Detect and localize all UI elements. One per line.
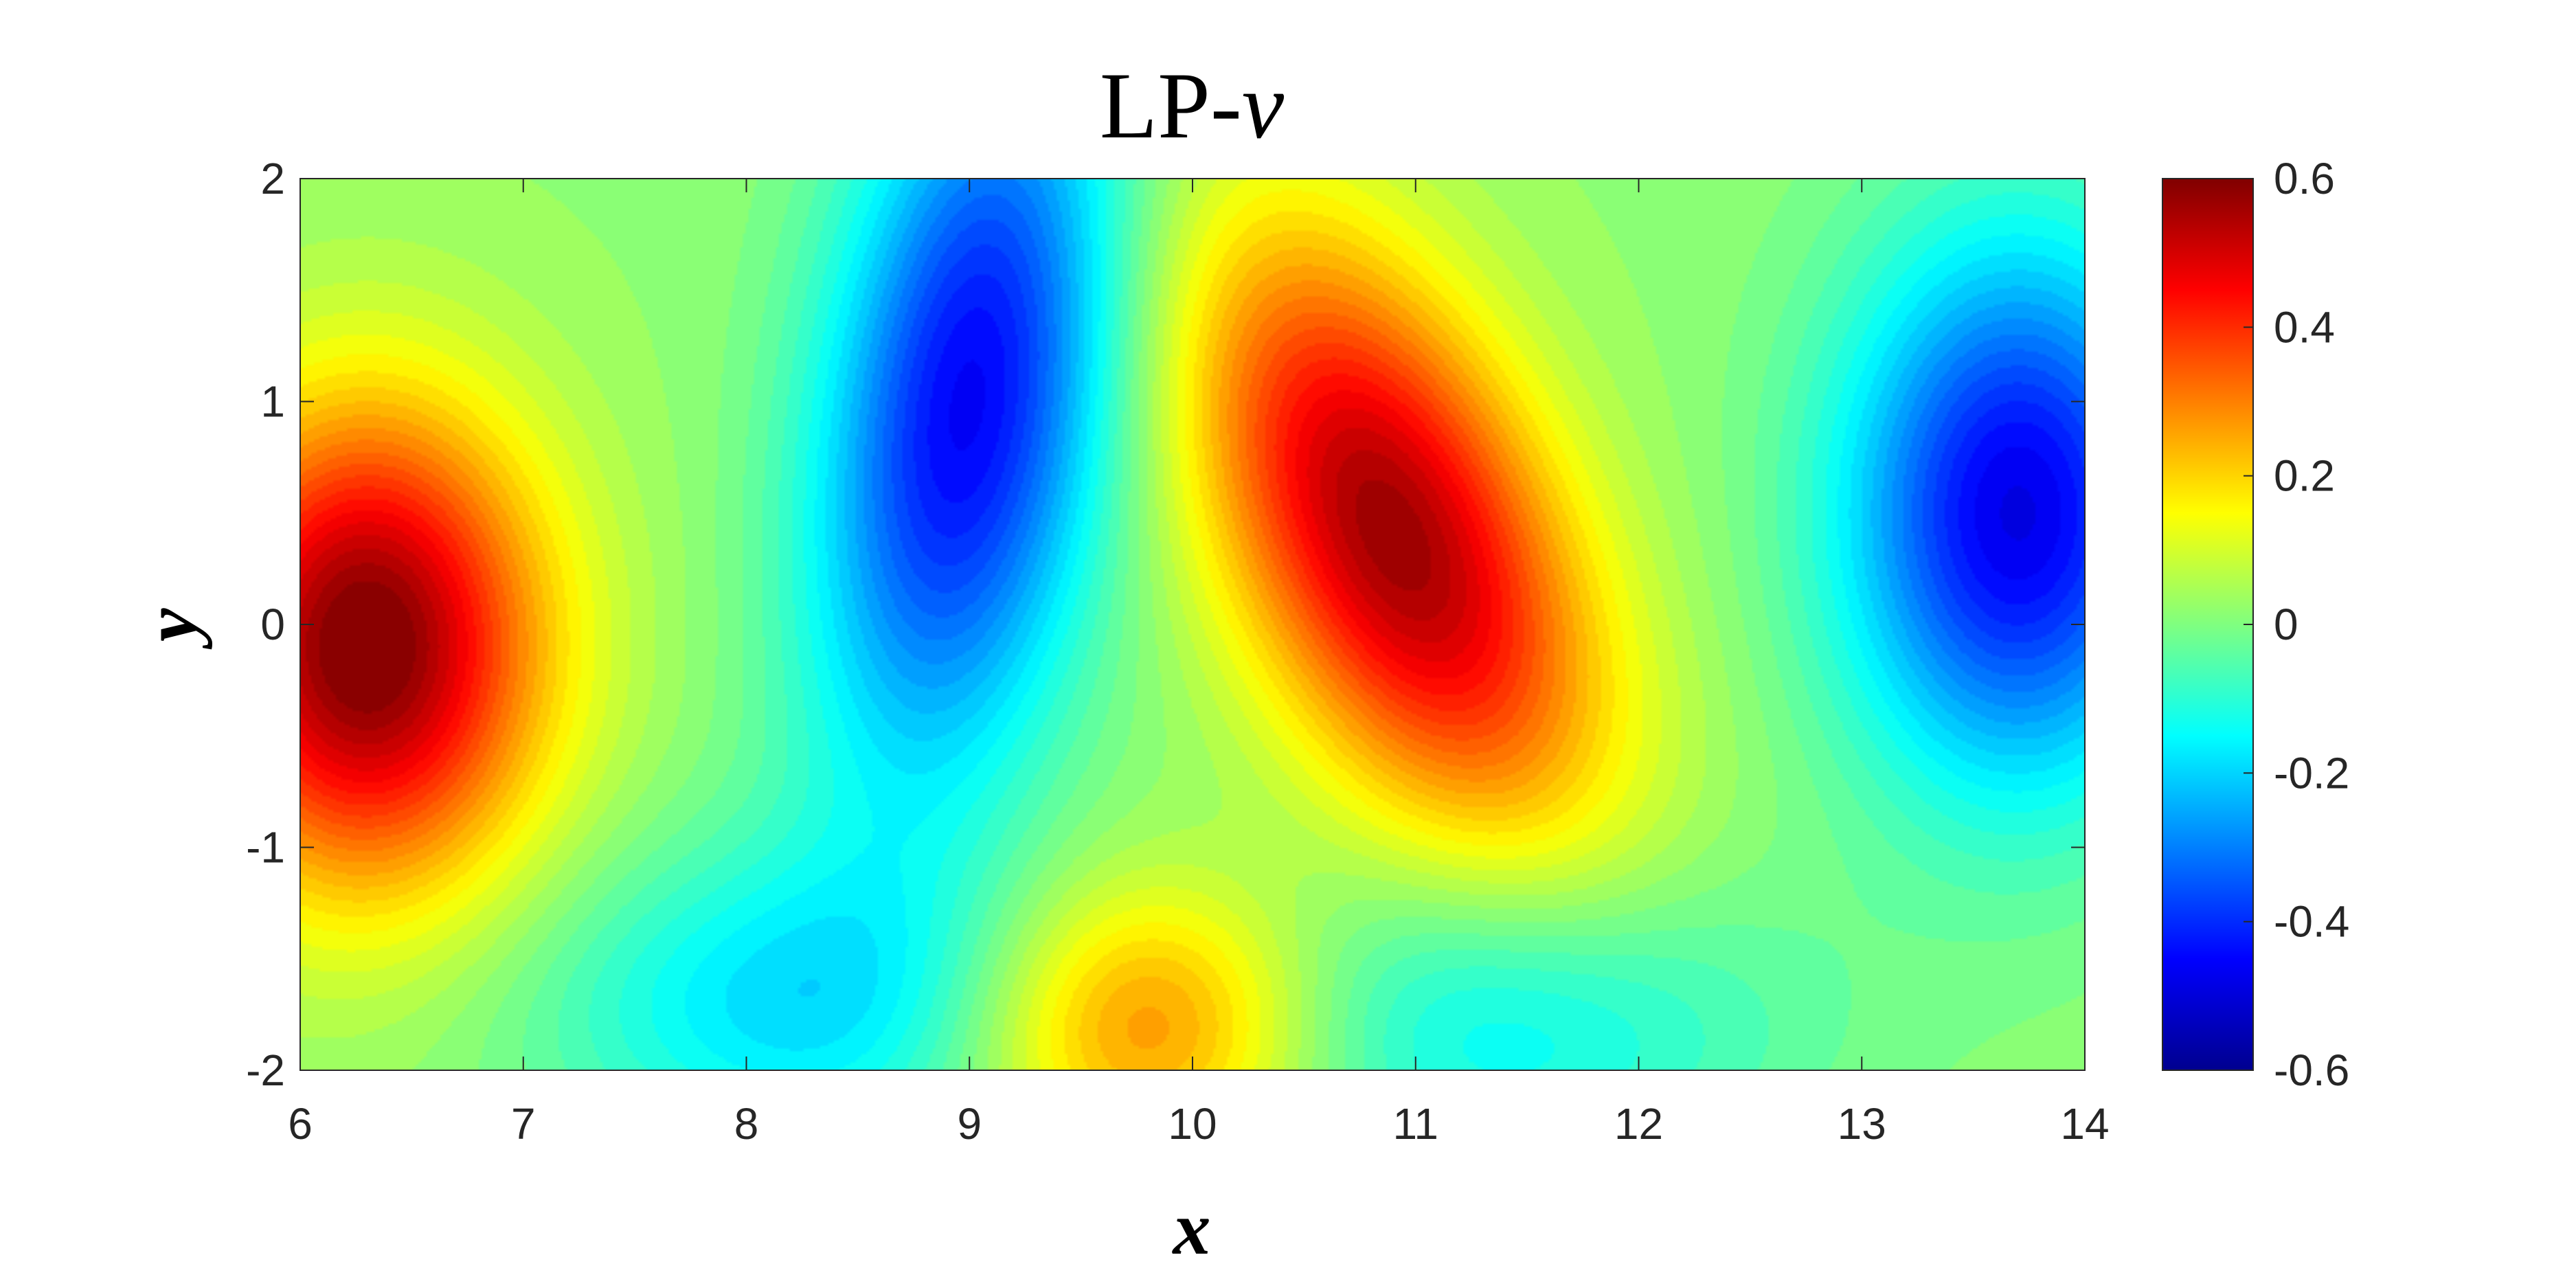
x-tick-label: 10 [1168, 1099, 1217, 1149]
colorbar-tick-label: 0 [2274, 600, 2298, 649]
y-tick-label: 0 [260, 600, 285, 649]
y-axis-label: y [128, 607, 212, 650]
x-axis-label: x [1172, 1186, 1211, 1270]
colorbar-tick-label: 0.6 [2274, 154, 2335, 203]
x-tick-label: 8 [734, 1099, 759, 1149]
colorbar-tick-label: -0.4 [2274, 897, 2349, 947]
colorbar-tick-label: -0.2 [2274, 748, 2349, 798]
y-tick-label: -2 [246, 1046, 285, 1095]
heatmap [300, 179, 2085, 1070]
y-tick-label: -1 [246, 823, 285, 872]
x-tick-label: 12 [1614, 1099, 1663, 1149]
chart-title-variable: v [1242, 53, 1285, 158]
heatmap-container [300, 179, 2085, 1070]
x-axis: 6 7 8 9 10 11 12 13 14 [288, 179, 2110, 1149]
chart-title: LP-v [1100, 53, 1285, 158]
colorbar-tick-label: -0.6 [2274, 1046, 2349, 1095]
x-tick-label: 11 [1393, 1099, 1438, 1149]
colorbar-tick-label: 0.2 [2274, 451, 2335, 501]
x-tick-label: 7 [511, 1099, 536, 1149]
colorbar-axis: 0.6 0.4 0.2 0 -0.2 -0.4 -0.6 [2244, 154, 2349, 1095]
y-tick-label: 1 [260, 377, 285, 427]
colorbar [2162, 178, 2254, 1071]
x-tick-label: 13 [1838, 1099, 1886, 1149]
x-tick-label: 14 [2060, 1099, 2109, 1149]
x-tick-label: 6 [288, 1099, 313, 1149]
x-tick-label: 9 [957, 1099, 982, 1149]
y-axis: 2 1 0 -1 -2 [246, 154, 2085, 1095]
colorbar-tick-label: 0.4 [2274, 302, 2335, 352]
y-tick-label: 2 [260, 154, 285, 203]
